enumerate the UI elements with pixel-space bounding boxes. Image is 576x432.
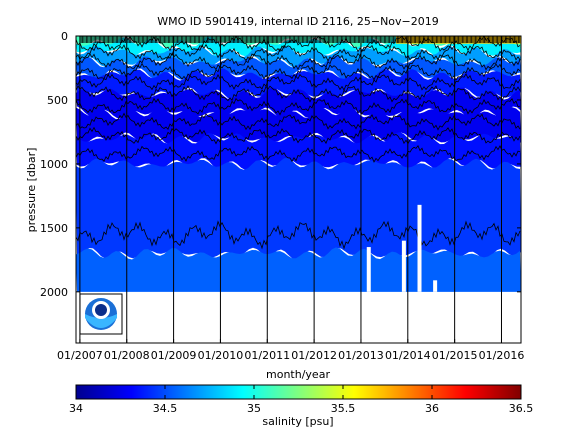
year-lines bbox=[79, 36, 502, 343]
colorbar-tick-label: 35 bbox=[247, 402, 261, 415]
colorbar-tick-label: 36.5 bbox=[509, 402, 534, 415]
colorbar-tick-label: 36 bbox=[425, 402, 439, 415]
colorbar-tick-label: 34.5 bbox=[153, 402, 178, 415]
y-tick-label: 1500 bbox=[40, 222, 68, 235]
colorbar-tick-label: 34 bbox=[69, 402, 83, 415]
contour-line bbox=[76, 85, 521, 103]
y-tick-label: 2000 bbox=[40, 286, 68, 299]
colorbar bbox=[75, 384, 522, 400]
contour-line bbox=[76, 112, 521, 131]
x-axis: 01/2007 01/2008 01/2009 01/2010 01/2011 01/20… bbox=[57, 339, 524, 362]
y-axis-label: pressure [dbar] bbox=[25, 148, 38, 233]
plot-frame bbox=[75, 35, 522, 344]
salinity-band bbox=[76, 157, 521, 260]
colorbar-tick-label: 35.5 bbox=[331, 402, 356, 415]
x-tick-label: 01/2011 bbox=[244, 349, 290, 362]
chart-title: WMO ID 5901419, internal ID 2116, 25−Nov… bbox=[157, 15, 439, 28]
contour-line bbox=[76, 145, 521, 163]
contour-line bbox=[76, 62, 521, 81]
salinity-band bbox=[76, 45, 521, 68]
x-tick-label: 01/2008 bbox=[104, 349, 150, 362]
data-gap bbox=[366, 247, 371, 292]
colorbar-label: salinity [psu] bbox=[262, 415, 333, 428]
x-tick-label: 01/2013 bbox=[338, 349, 384, 362]
salinity-band bbox=[76, 106, 521, 145]
y-tick-label: 0 bbox=[61, 30, 68, 43]
colorbar-ticks: 34 34.5 35 35.5 36 36.5 bbox=[69, 385, 533, 415]
contour-line bbox=[76, 43, 521, 62]
x-tick-label: 01/2015 bbox=[432, 349, 478, 362]
contour-line bbox=[76, 220, 521, 250]
x-tick-label: 01/2016 bbox=[479, 349, 525, 362]
y-tick-label: 500 bbox=[47, 94, 68, 107]
salinity-field bbox=[76, 36, 521, 292]
x-axis-label: month/year bbox=[266, 368, 330, 381]
salinity-band bbox=[76, 132, 521, 170]
profile-markers bbox=[79, 36, 521, 43]
data-gap bbox=[433, 280, 438, 292]
contour-line bbox=[76, 73, 521, 91]
salinity-band bbox=[76, 247, 521, 292]
plot-area bbox=[76, 36, 521, 343]
noaa-logo bbox=[79, 293, 123, 335]
salinity-contours bbox=[76, 36, 521, 250]
y-axis: 0 500 1000 1500 2000 bbox=[40, 30, 521, 299]
y-tick-label: 1000 bbox=[40, 158, 68, 171]
x-tick-label: 01/2014 bbox=[385, 349, 431, 362]
contour-line bbox=[76, 97, 521, 116]
x-tick-label: 01/2010 bbox=[198, 349, 244, 362]
data-gap bbox=[401, 240, 406, 292]
x-tick-label: 01/2007 bbox=[57, 349, 103, 362]
contour-line bbox=[76, 126, 521, 145]
contour-line bbox=[76, 52, 521, 71]
x-tick-label: 01/2012 bbox=[291, 349, 337, 362]
x-tick-label: 01/2009 bbox=[151, 349, 197, 362]
data-gaps bbox=[366, 204, 438, 292]
data-gap bbox=[417, 204, 422, 292]
